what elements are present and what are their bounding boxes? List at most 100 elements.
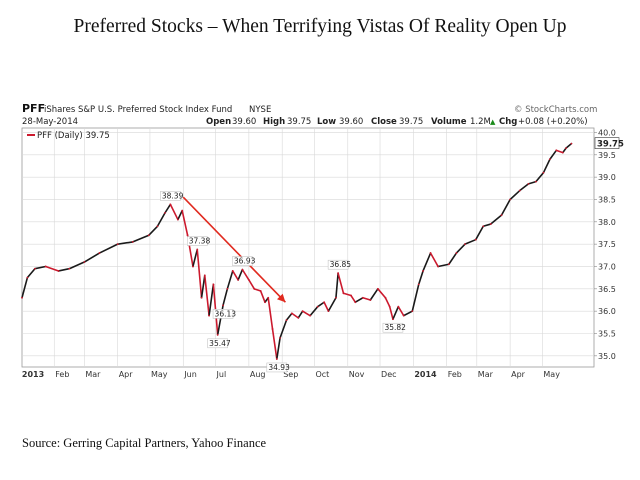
x-tick-label: Oct xyxy=(315,370,329,379)
price-point xyxy=(267,296,270,299)
price-point xyxy=(271,328,274,330)
price-point xyxy=(203,274,206,277)
price-segment xyxy=(203,274,210,317)
chart-fund-name: iShares S&P U.S. Preferred Stock Index F… xyxy=(44,105,232,115)
price-segment xyxy=(369,288,379,301)
y-tick-label: 39.0 xyxy=(598,173,616,182)
price-point xyxy=(549,158,551,161)
price-point xyxy=(417,283,420,286)
price-point xyxy=(384,296,387,299)
price-segment xyxy=(248,279,256,290)
price-point xyxy=(455,252,458,254)
price-segment xyxy=(169,203,179,221)
price-point xyxy=(402,314,405,317)
price-annotation-box xyxy=(266,362,288,373)
x-tick-label: May xyxy=(543,370,560,379)
last-price-box xyxy=(594,137,620,149)
price-annotation-box xyxy=(327,259,349,270)
x-tick-label: Dec xyxy=(381,370,396,379)
price-point xyxy=(83,261,86,263)
price-point xyxy=(26,276,29,279)
source-note: Source: Gerring Capital Partners, Yahoo … xyxy=(22,436,267,450)
y-axis: 35.0 35.5 36.0 36.5 37.0 37.5 38.0 38.5 39.0 39.5… xyxy=(594,128,616,361)
price-annotations: 38.39 37.38 36.93 36.13 35.47 34.93 36.85 35.82… xyxy=(160,137,624,373)
open-value: 39.60 xyxy=(232,117,256,127)
price-segment xyxy=(68,261,86,270)
price-point xyxy=(164,211,166,214)
price-segment xyxy=(279,319,288,339)
price-segment xyxy=(448,252,458,266)
price-point xyxy=(259,290,262,292)
x-tick-label: Aug xyxy=(250,370,266,379)
low-value: 39.60 xyxy=(339,117,363,127)
x-tick-label: Jun xyxy=(183,370,197,379)
price-point xyxy=(196,248,199,251)
chg-arrow-icon: ▲ xyxy=(490,118,496,126)
price-segment xyxy=(411,283,420,312)
y-tick-label: 39.5 xyxy=(598,151,616,160)
price-point xyxy=(297,316,300,319)
price-annotation-label: 35.82 xyxy=(384,323,406,332)
price-segment xyxy=(482,223,492,228)
price-point xyxy=(422,270,424,272)
plot-area xyxy=(21,127,595,368)
price-point xyxy=(527,182,530,185)
price-segment xyxy=(200,274,206,299)
price-segment xyxy=(417,270,424,286)
price-point xyxy=(192,265,194,268)
price-point xyxy=(376,287,379,290)
price-segment xyxy=(377,288,387,299)
price-segment xyxy=(335,272,339,299)
price-point xyxy=(279,337,281,339)
price-annotation-box xyxy=(232,256,253,266)
open-label: Open xyxy=(206,117,231,127)
price-segment xyxy=(565,142,573,149)
price-point xyxy=(354,301,357,304)
price-point xyxy=(397,305,400,308)
price-point xyxy=(241,268,244,271)
y-tick-label: 35.0 xyxy=(598,352,616,361)
price-point xyxy=(212,283,215,286)
price-annotation-box xyxy=(212,309,234,319)
close-label: Close xyxy=(371,117,397,127)
y-tick-label: 38.5 xyxy=(598,195,616,204)
price-segment xyxy=(562,147,567,154)
price-annotation-box xyxy=(160,191,181,201)
price-point xyxy=(555,149,558,152)
x-tick-label: Nov xyxy=(349,370,365,379)
price-annotation-box xyxy=(207,338,228,349)
price-point xyxy=(290,312,293,315)
x-tick-label: Apr xyxy=(119,370,134,379)
price-point xyxy=(285,319,288,321)
grid xyxy=(22,128,594,367)
x-tick-label: Jul xyxy=(216,370,227,379)
price-point xyxy=(337,272,340,275)
price-segment xyxy=(231,270,239,281)
price-segment xyxy=(237,268,244,281)
price-segment xyxy=(350,294,357,304)
price-annotation-box xyxy=(187,236,208,246)
price-segment xyxy=(192,248,199,268)
stockcharts-watermark: © StockCharts.com xyxy=(514,105,597,115)
price-segment xyxy=(422,252,432,272)
price-segment xyxy=(437,263,450,268)
price-point xyxy=(369,299,372,301)
price-segment xyxy=(34,265,47,270)
low-label: Low xyxy=(317,117,336,127)
price-point xyxy=(535,180,537,183)
price-point xyxy=(350,294,352,297)
price-segment xyxy=(26,267,36,279)
price-point xyxy=(177,218,179,221)
price-point xyxy=(464,243,466,246)
price-point xyxy=(237,278,240,281)
price-segment xyxy=(181,209,189,237)
price-point xyxy=(156,225,159,228)
price-segment xyxy=(226,270,234,290)
price-point xyxy=(68,267,71,270)
price-segment xyxy=(455,243,466,254)
price-segment xyxy=(397,305,405,317)
price-segment xyxy=(44,265,60,272)
price-segment xyxy=(116,241,134,245)
price-segment xyxy=(555,149,564,154)
price-segment xyxy=(285,312,293,321)
